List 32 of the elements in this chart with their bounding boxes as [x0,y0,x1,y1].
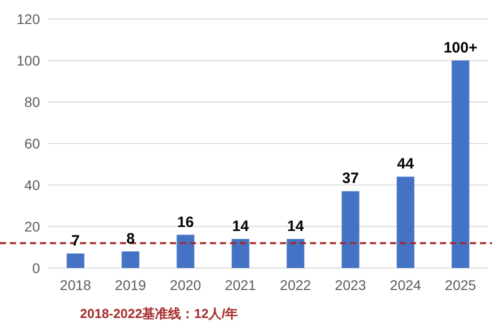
bar [122,251,140,268]
bar [286,238,304,268]
x-tick-label: 2018 [60,277,92,293]
y-tick-label: 60 [24,135,40,152]
data-label: 44 [397,156,414,173]
bar [66,253,84,268]
data-label: 37 [342,170,359,188]
y-tick-label: 80 [24,94,40,110]
bar [232,238,250,268]
text: 2018-2022基准线：12人/年 [80,306,238,321]
x-tick-label: 2021 [224,277,256,293]
x-tick-label: 2023 [334,277,366,293]
data-label: 14 [287,218,304,235]
y-tick-label: 0 [32,260,40,276]
x-tick-label: 2024 [390,277,422,293]
y-tick-label: 100 [16,52,40,68]
data-label: 8 [126,230,135,248]
x-tick-label: 2020 [170,277,202,293]
bar [342,191,360,268]
x-tick-label: 2025 [444,277,476,293]
data-label: 7 [71,232,80,250]
y-tick-label: 40 [24,176,40,193]
y-tick-label: 120 [16,10,40,27]
x-tick-label: 2022 [280,277,312,293]
bar [452,60,470,268]
bar [396,176,414,268]
data-label: 14 [232,218,250,235]
x-tick-label: 2019 [114,277,146,293]
bar [176,234,194,268]
y-tick-label: 20 [24,218,40,234]
data-label: 16 [177,214,194,231]
data-label: 100+ [444,40,478,56]
